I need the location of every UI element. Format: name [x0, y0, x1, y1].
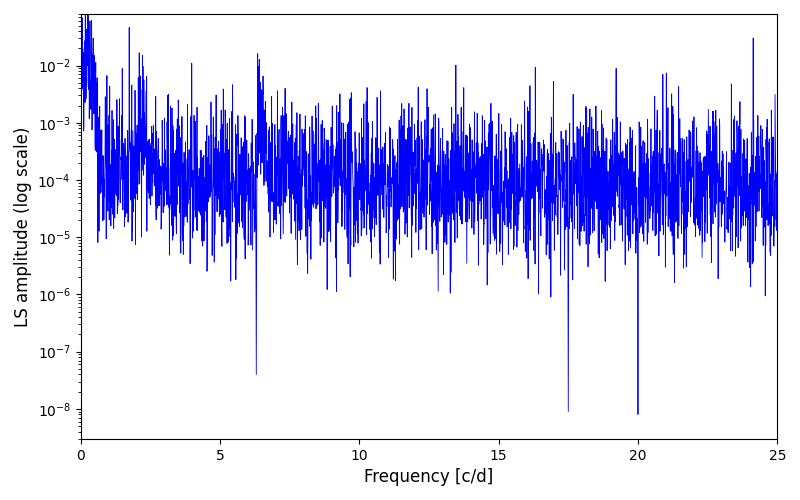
X-axis label: Frequency [c/d]: Frequency [c/d]: [364, 468, 494, 486]
Y-axis label: LS amplitude (log scale): LS amplitude (log scale): [14, 126, 32, 326]
